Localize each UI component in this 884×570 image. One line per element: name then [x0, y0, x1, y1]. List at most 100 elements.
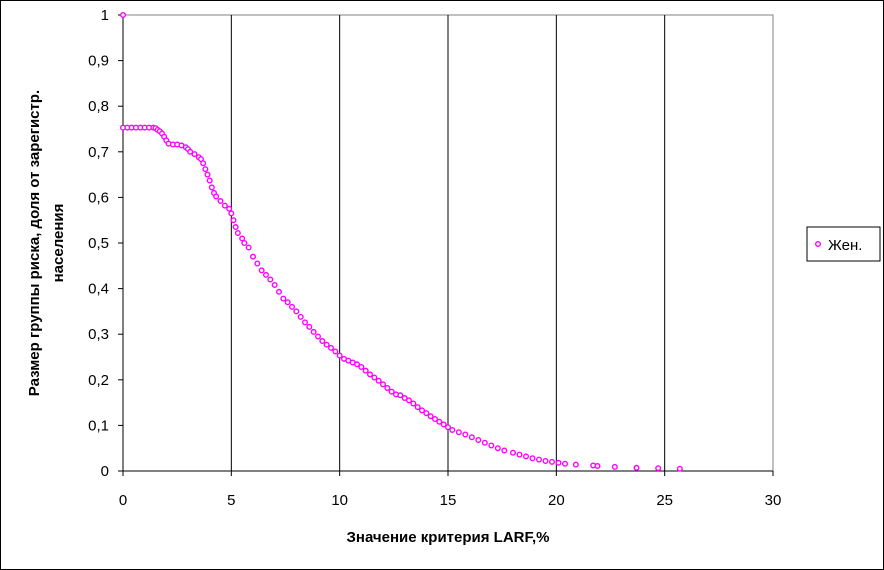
data-point: [375, 377, 382, 384]
data-point: [536, 456, 543, 463]
legend-label: Жен.: [828, 237, 862, 254]
data-point: [204, 171, 211, 178]
data-point: [249, 253, 256, 260]
data-point: [494, 445, 501, 452]
data-point: [191, 151, 198, 158]
data-point: [328, 344, 335, 351]
data-point: [516, 451, 523, 458]
data-point: [230, 217, 237, 224]
data-point: [276, 288, 283, 295]
y-tick-label: 0,6: [88, 189, 109, 206]
data-point: [529, 455, 536, 462]
data-point: [213, 193, 220, 200]
data-point: [481, 439, 488, 446]
x-tick-label: 5: [227, 492, 235, 509]
data-point: [542, 457, 549, 464]
data-point: [271, 281, 278, 288]
y-tick-label: 0,1: [88, 417, 109, 434]
data-point: [488, 442, 495, 449]
data-point: [315, 333, 322, 340]
data-point: [263, 271, 270, 278]
data-point: [297, 313, 304, 320]
data-point: [119, 11, 126, 18]
y-tick-label: 0,3: [88, 326, 109, 343]
y-tick-label: 1: [101, 7, 109, 24]
x-tick-label: 25: [656, 492, 673, 509]
data-point: [221, 202, 228, 209]
y-tick-label: 0,2: [88, 372, 109, 389]
data-point: [401, 395, 408, 402]
data-point: [611, 463, 618, 470]
data-point: [208, 184, 215, 191]
data-point: [676, 465, 683, 472]
data-point: [440, 421, 447, 428]
data-point: [414, 404, 421, 411]
data-point: [455, 429, 462, 436]
data-point: [419, 407, 426, 414]
data-point: [445, 424, 452, 431]
data-point: [371, 374, 378, 381]
data-point: [436, 418, 443, 425]
data-point: [284, 299, 291, 306]
data-point: [397, 392, 404, 399]
y-tick-label: 0,5: [88, 235, 109, 252]
data-point: [332, 348, 339, 355]
data-point: [427, 413, 434, 420]
data-point: [501, 447, 508, 454]
data-point: [319, 338, 326, 345]
data-point: [388, 388, 395, 395]
y-tick-labels: 0 0,1 0,2 0,3 0,4 0,5 0,6 0,7 0,8 0,9 1: [88, 7, 123, 480]
data-point: [358, 364, 365, 371]
data-point: [594, 462, 601, 469]
data-point: [549, 458, 556, 465]
data-point: [239, 235, 246, 242]
data-point: [293, 308, 300, 315]
x-tick-label: 10: [331, 492, 348, 509]
y-axis-title-line1: Размер группы риска, доля от зарегистр.: [26, 90, 43, 396]
data-point: [562, 460, 569, 467]
data-point: [475, 436, 482, 443]
data-point: [258, 267, 265, 274]
data-point: [267, 276, 274, 283]
x-tick-label: 20: [548, 492, 565, 509]
data-point: [555, 459, 562, 466]
data-point: [380, 381, 387, 388]
data-point: [217, 198, 224, 205]
data-point: [406, 397, 413, 404]
x-tick-label: 30: [765, 492, 782, 509]
data-point: [367, 371, 374, 378]
data-point: [384, 385, 391, 392]
data-point: [633, 464, 640, 471]
data-point: [245, 244, 252, 251]
data-point: [336, 352, 343, 359]
data-point: [200, 160, 207, 167]
data-point: [510, 449, 517, 456]
data-point: [323, 341, 330, 348]
legend-marker-icon: [815, 240, 822, 247]
data-point: [187, 148, 194, 155]
data-point: [410, 400, 417, 407]
data-point: [362, 367, 369, 374]
data-point: [310, 328, 317, 335]
legend[interactable]: Жен.: [806, 226, 881, 262]
data-point: [254, 260, 261, 267]
data-point: [306, 323, 313, 330]
data-point: [202, 166, 209, 173]
data-point: [655, 465, 662, 472]
data-point: [232, 224, 239, 231]
data-point: [289, 303, 296, 310]
data-point: [432, 416, 439, 423]
data-point: [449, 426, 456, 433]
data-point: [241, 239, 248, 246]
y-tick-label: 0,8: [88, 98, 109, 115]
x-axis-title: Значение критерия LARF,%: [347, 529, 550, 546]
data-point: [228, 210, 235, 217]
y-tick-label: 0,9: [88, 53, 109, 70]
data-point: [302, 319, 309, 326]
data-point: [423, 410, 430, 417]
x-tick-label: 15: [440, 492, 457, 509]
y-axis-title-line2: населения: [50, 204, 67, 283]
x-tick-labels: 0 5 10 15 20 25 30: [119, 471, 782, 509]
y-tick-label: 0: [101, 463, 109, 480]
